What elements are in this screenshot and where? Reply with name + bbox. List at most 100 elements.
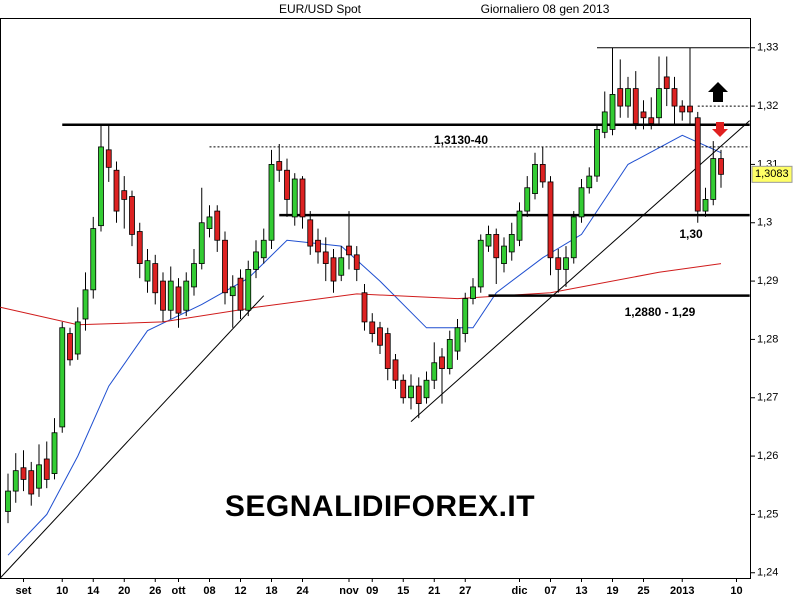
candle-body: [167, 280, 174, 311]
candle-body: [36, 464, 42, 489]
candle-body: [493, 234, 500, 259]
candle-body: [237, 277, 244, 311]
y-tick-label: 1,27: [757, 392, 778, 404]
candle-body: [687, 105, 693, 113]
candle-body: [632, 88, 639, 124]
candle-body: [485, 234, 492, 247]
candle-body: [656, 88, 662, 119]
candle-body: [702, 199, 709, 212]
candle-body: [547, 181, 554, 259]
x-tick-label: 15: [397, 585, 409, 597]
candle-body: [20, 467, 27, 480]
candle-body: [710, 158, 717, 200]
candle-body: [477, 239, 484, 288]
y-tick-label: 1,24: [757, 567, 778, 579]
candle-body: [625, 88, 631, 107]
candle-body: [129, 196, 135, 235]
candle-body: [539, 164, 546, 183]
x-tick-label: 10: [56, 585, 68, 597]
candle-body: [384, 333, 391, 369]
x-tick-label: 14: [87, 585, 100, 597]
candle-body: [578, 187, 585, 218]
candle-body: [322, 251, 329, 264]
candle-body: [462, 298, 469, 334]
y-tick-label: 1,33: [757, 42, 778, 54]
x-tick-label: 07: [544, 585, 556, 597]
down-arrow: [712, 122, 728, 137]
y-tick-label: 1,29: [757, 275, 778, 287]
x-tick-label: 10: [730, 585, 742, 597]
x-tick-label: 24: [296, 585, 309, 597]
level-line: [0, 295, 265, 579]
candle-body: [136, 231, 143, 264]
candle-body: [532, 164, 538, 194]
candle-body: [524, 187, 531, 212]
candle-body: [198, 222, 205, 264]
candle-body: [439, 356, 445, 369]
candle-body: [586, 175, 593, 189]
x-tick-label: 08: [203, 585, 215, 597]
candle-body: [284, 169, 290, 200]
candle-body: [408, 385, 414, 399]
plot-frame: [0, 18, 751, 579]
candle-body: [67, 333, 73, 361]
candle-body: [609, 94, 616, 130]
moving-average: [7, 134, 722, 556]
annotation: 1,30: [679, 227, 703, 241]
x-tick-label: 19: [606, 585, 618, 597]
x-tick-label: nov: [339, 585, 359, 597]
candle-body: [353, 254, 360, 270]
candle-body: [470, 286, 476, 299]
candle-body: [191, 263, 197, 288]
candle-body: [369, 321, 376, 334]
candle-body: [74, 321, 81, 355]
candle-body: [679, 105, 686, 113]
x-tick-label: 25: [637, 585, 649, 597]
y-tick-label: 1,32: [757, 100, 778, 112]
candle-body: [563, 257, 569, 270]
y-tick-label: 1,26: [757, 450, 778, 462]
candle-body: [423, 379, 430, 399]
y-tick-label: 1,28: [757, 333, 778, 345]
y-tick-label: 1,3: [757, 217, 772, 229]
candle-body: [253, 251, 259, 270]
candle-body: [617, 88, 624, 107]
candle-body: [392, 359, 399, 381]
candle-body: [28, 470, 35, 495]
candle-body: [222, 239, 228, 294]
candle-body: [214, 210, 221, 241]
candle-body: [291, 178, 298, 218]
x-tick-label: 27: [459, 585, 471, 597]
candle-body: [144, 260, 151, 282]
candle-body: [671, 88, 678, 107]
x-tick-label: 2013: [670, 585, 694, 597]
candle-body: [501, 245, 507, 264]
candle-body: [90, 228, 97, 291]
chart-title: EUR/USD Spot: [279, 2, 362, 16]
up-arrow: [708, 82, 728, 102]
candle-body: [105, 149, 112, 168]
candle-body: [121, 190, 128, 200]
last-price-label: 1,3083: [755, 168, 789, 180]
candle-body: [152, 263, 159, 294]
x-tick-label: 20: [118, 585, 130, 597]
candle-body: [183, 280, 190, 311]
candle-body: [431, 362, 438, 381]
candle-body: [415, 385, 422, 404]
candle-body: [229, 286, 236, 297]
candle-body: [268, 164, 275, 241]
candle-body: [594, 129, 600, 177]
watermark: SEGNALIDIFOREX.IT: [225, 490, 535, 523]
x-tick-label: 09: [366, 585, 378, 597]
level-line: [410, 120, 751, 423]
annotation: 1,2880 - 1,29: [625, 305, 696, 319]
candle-body: [663, 76, 670, 89]
candle-body: [694, 117, 701, 212]
x-tick-label: dic: [512, 585, 528, 597]
candle-body: [82, 289, 89, 320]
x-tick-label: 13: [575, 585, 587, 597]
candle-body: [315, 239, 321, 253]
annotation: 1,3130-40: [434, 133, 488, 147]
candle-body: [648, 117, 655, 124]
